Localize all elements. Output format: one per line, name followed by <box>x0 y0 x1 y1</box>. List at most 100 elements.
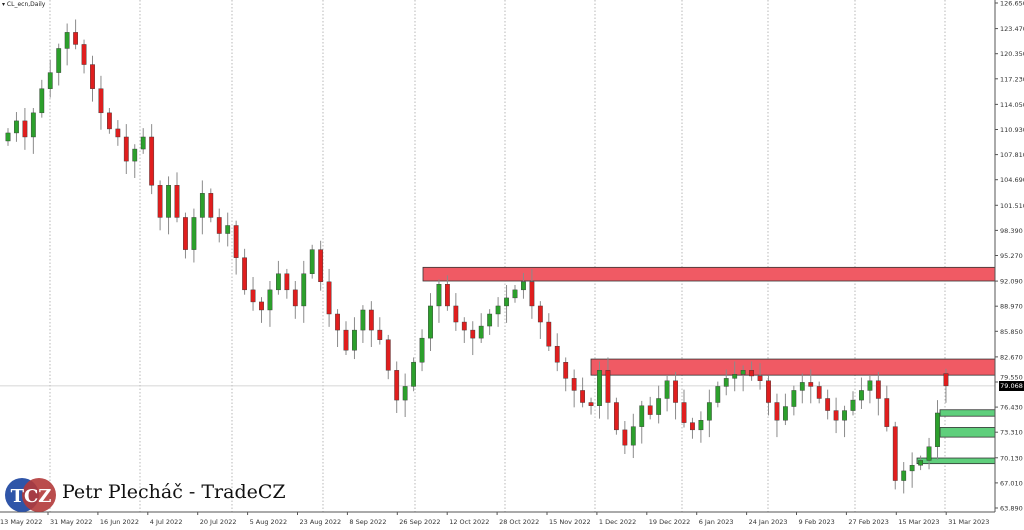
time-tick-label: 15 Mar 2023 <box>898 518 939 526</box>
candle-body <box>106 112 112 130</box>
candle <box>757 363 763 390</box>
candle-body <box>90 64 95 89</box>
candle-body <box>512 289 518 299</box>
candle <box>495 297 501 327</box>
price-tick-label: 82.670 <box>1000 353 1023 361</box>
time-tick-label: 28 Oct 2022 <box>499 518 539 526</box>
price-tick-label: 117.230 <box>1000 75 1024 83</box>
candle <box>935 400 940 460</box>
price-tick-label: 126.650 <box>1000 0 1024 8</box>
candle-body <box>250 289 256 303</box>
time-tick-label: 19 Dec 2022 <box>649 518 691 526</box>
candle <box>850 391 856 416</box>
candle-body <box>402 386 408 401</box>
candle-body <box>774 402 780 421</box>
candle <box>766 375 771 416</box>
candle <box>242 248 247 295</box>
candle <box>301 260 307 323</box>
time-tick-label: 20 Jul 2022 <box>200 518 237 526</box>
time-tick-label: 23 Aug 2022 <box>300 518 342 526</box>
price-tick-label: 70.130 <box>1000 454 1023 462</box>
candle <box>681 389 687 428</box>
candle-body <box>368 309 374 331</box>
candle <box>208 188 214 223</box>
candle-body <box>208 193 214 218</box>
candle <box>47 59 53 98</box>
price-tick-label: 114.050 <box>1000 101 1024 109</box>
time-tick-label: 16 Jun 2022 <box>100 518 139 526</box>
candle-body <box>191 217 197 250</box>
candle <box>292 281 298 319</box>
candle-body <box>166 185 171 218</box>
candle <box>318 240 324 291</box>
candle-body <box>681 402 687 423</box>
candle-body <box>22 120 28 138</box>
candle <box>402 373 408 417</box>
candle <box>326 268 332 327</box>
candle-body <box>918 460 924 466</box>
candle <box>740 365 746 392</box>
candle-body <box>850 399 856 411</box>
candle-body <box>174 185 180 218</box>
candle-body <box>394 370 400 401</box>
candle-body <box>14 120 19 134</box>
candle <box>259 297 264 323</box>
candle <box>309 244 315 279</box>
candle <box>284 268 290 299</box>
candle <box>580 377 586 408</box>
candle-body <box>132 148 138 162</box>
time-tick-label: 27 Feb 2023 <box>848 518 888 526</box>
candle <box>14 112 19 142</box>
candle <box>799 373 805 404</box>
price-tick-label: 67.010 <box>1000 479 1023 487</box>
candle-body <box>597 370 602 406</box>
candle-body <box>690 422 695 431</box>
candle-body <box>842 410 847 421</box>
candle-body <box>537 305 543 323</box>
price-tick-label: 120.350 <box>1000 50 1024 58</box>
candle-body <box>909 465 915 472</box>
candle-body <box>428 305 433 339</box>
candle-body <box>943 373 949 387</box>
candle-body <box>732 374 738 379</box>
candle <box>715 381 721 408</box>
candle-body <box>233 225 239 258</box>
support-zone <box>939 409 996 417</box>
candle-body <box>580 390 586 403</box>
current-price-tag: 79.068 <box>999 380 1024 391</box>
candle-body <box>791 390 797 407</box>
candle <box>5 128 11 146</box>
candle <box>706 389 712 438</box>
candle-body <box>571 378 577 391</box>
candle-body <box>335 313 340 331</box>
candle-body <box>64 32 70 49</box>
candle <box>791 385 797 416</box>
candle <box>690 417 695 439</box>
candle <box>174 172 180 223</box>
candle-body <box>588 402 594 406</box>
candle <box>149 124 155 195</box>
candle-body <box>453 305 459 323</box>
candle-body <box>478 325 484 339</box>
candle <box>123 124 129 174</box>
candle-body <box>673 380 678 403</box>
candle-body <box>149 136 155 186</box>
candle <box>673 371 678 420</box>
candle-body <box>816 386 822 399</box>
candle-body <box>318 249 324 283</box>
candle <box>216 208 222 243</box>
candle-body <box>225 225 231 234</box>
candle-body <box>639 405 645 427</box>
candle-body <box>157 185 163 218</box>
candle-body <box>647 405 653 415</box>
candle <box>411 357 416 392</box>
candle <box>614 397 619 435</box>
candle <box>571 369 577 408</box>
candle <box>132 144 138 179</box>
candle-body <box>140 136 146 150</box>
candle <box>343 321 349 356</box>
candle <box>825 389 831 420</box>
candle <box>656 385 662 424</box>
candle-body <box>833 410 839 421</box>
